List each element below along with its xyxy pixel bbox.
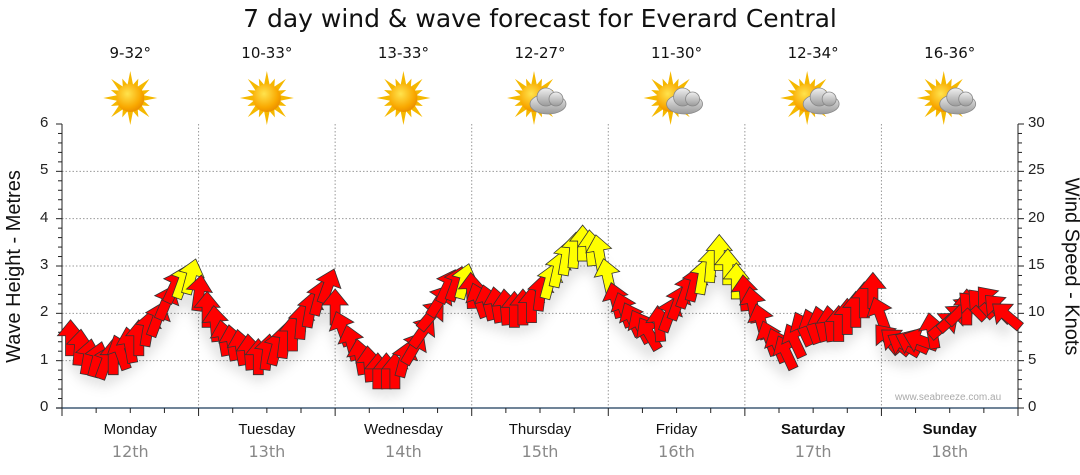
- day-date-label: 15th: [521, 442, 559, 461]
- day-date-label: 14th: [385, 442, 422, 461]
- right-tick-label: 20: [1028, 208, 1045, 226]
- wind-arrow: [705, 233, 734, 271]
- day-name-label: Friday: [655, 421, 698, 438]
- day-temperature: 9-32°: [109, 44, 152, 62]
- left-tick-label: 4: [40, 208, 49, 226]
- sunny-icon: [103, 71, 158, 125]
- day-temperature: 16-36°: [924, 44, 976, 62]
- day-date-label: 13th: [248, 442, 286, 461]
- day-temperature: 12-27°: [514, 44, 566, 62]
- left-tick-label: 0: [40, 398, 49, 415]
- right-tick-label: 15: [1028, 256, 1045, 273]
- day-date-label: 12th: [111, 442, 149, 461]
- wind-arrow: [315, 268, 342, 306]
- day-name-label: Thursday: [508, 421, 572, 438]
- chart-title: 7 day wind & wave forecast for Everard C…: [243, 4, 837, 33]
- partly-cloudy-icon: [780, 71, 840, 125]
- wind-arrow: [201, 304, 229, 343]
- wind-arrow: [713, 248, 742, 286]
- day-temperature: 12-34°: [787, 44, 839, 62]
- wind-arrow: [193, 290, 221, 328]
- left-tick-label: 1: [40, 350, 49, 368]
- day-name-label: Wednesday: [363, 421, 443, 438]
- wind-arrow: [185, 274, 214, 312]
- day-name-label: Tuesday: [238, 421, 296, 438]
- right-tick-label: 10: [1028, 303, 1045, 321]
- day-date-label: 17th: [794, 442, 832, 461]
- right-tick-label: 0: [1028, 398, 1037, 415]
- right-axis-label: Wind Speed - Knots: [1060, 177, 1080, 356]
- left-tick-label: 6: [40, 114, 49, 131]
- day-name-label: Sunday: [922, 421, 977, 438]
- partly-cloudy-icon: [643, 71, 703, 125]
- day-name-label: Saturday: [781, 421, 846, 438]
- day-temperature: 10-33°: [241, 44, 293, 62]
- wind-arrow: [992, 303, 1024, 332]
- watermark: www.seabreeze.com.au: [893, 392, 1004, 403]
- wind-arrow: [730, 274, 759, 312]
- sunny-icon: [376, 71, 431, 125]
- wind-arrow: [722, 262, 751, 300]
- left-axis-label: Wave Height - Metres: [2, 170, 25, 363]
- right-tick-label: 5: [1028, 350, 1037, 368]
- day-temperature: 11-30°: [651, 44, 703, 62]
- left-tick-label: 2: [40, 303, 49, 321]
- right-tick-label: 25: [1028, 161, 1045, 179]
- day-name-label: Monday: [103, 421, 157, 438]
- partly-cloudy-icon: [916, 71, 977, 125]
- day-temperature: 13-33°: [377, 44, 429, 62]
- right-tick-label: 30: [1028, 114, 1045, 131]
- sunny-icon: [239, 71, 294, 125]
- left-tick-label: 3: [40, 256, 49, 273]
- partly-cloudy-icon: [507, 71, 567, 125]
- day-date-label: 18th: [931, 442, 969, 461]
- day-date-label: 16th: [658, 442, 695, 461]
- left-tick-label: 5: [40, 161, 49, 179]
